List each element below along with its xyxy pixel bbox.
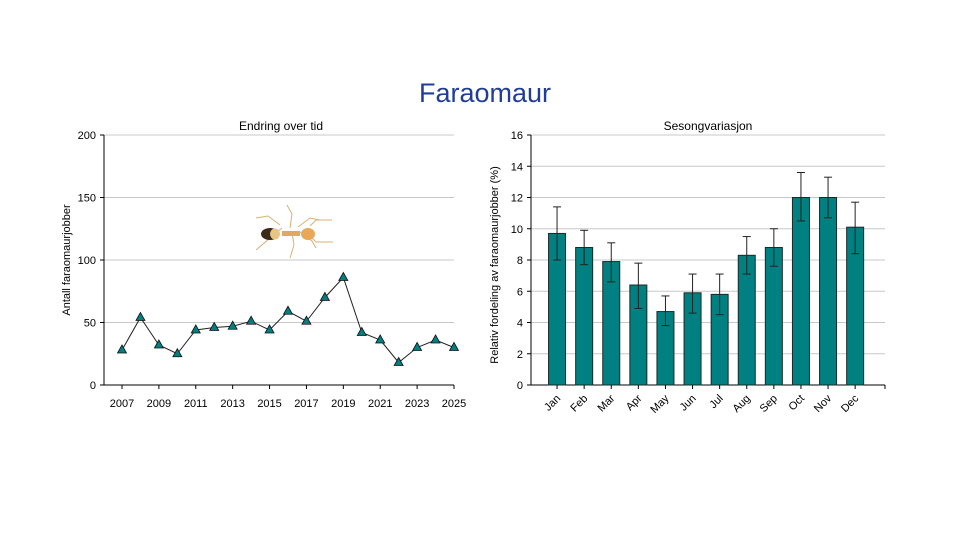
data-point [264, 324, 275, 334]
y-tick-label: 0 [517, 380, 523, 392]
bar [819, 197, 838, 386]
x-tick-label: Nov [812, 392, 835, 415]
data-point [448, 341, 460, 351]
y-tick-label: 8 [517, 255, 523, 267]
y-tick-label: 100 [78, 255, 96, 267]
chart-title: Endring over tid [239, 119, 323, 133]
y-axis-label: Antall faraomaurjobber [61, 204, 73, 316]
x-tick-label: 2025 [442, 398, 466, 410]
y-tick-label: 14 [511, 161, 523, 173]
x-tick-label: 2017 [294, 398, 318, 410]
x-tick-label: Jan [542, 393, 563, 414]
chart-title: Sesongvariasjon [664, 119, 753, 133]
data-point [411, 341, 423, 351]
x-tick-label: 2011 [184, 398, 208, 410]
data-point [116, 344, 128, 354]
x-tick-label: 2013 [220, 398, 244, 410]
x-tick-label: Aug [731, 393, 753, 415]
y-tick-label: 200 [78, 130, 96, 142]
y-tick-label: 50 [84, 318, 96, 330]
x-tick-label: Apr [624, 392, 645, 413]
data-point [282, 305, 294, 315]
y-axis-label: Relativ fordeling av faraomaurjobber (%) [489, 166, 501, 363]
pharaoh-ant-image [255, 204, 333, 259]
y-tick-label: 6 [517, 286, 523, 298]
x-tick-label: 2021 [368, 398, 392, 410]
data-point [319, 291, 331, 301]
data-point [153, 339, 165, 349]
bar [737, 254, 756, 386]
x-tick-label: Jul [707, 393, 725, 411]
bar [791, 197, 810, 386]
data-point [301, 315, 312, 325]
data-point [430, 334, 441, 344]
x-tick-label: 2009 [147, 398, 171, 410]
data-point [338, 271, 349, 281]
x-tick-label: Oct [786, 393, 807, 414]
x-tick-label: Jun [678, 393, 699, 414]
data-point [209, 321, 220, 331]
data-point [356, 326, 367, 336]
data-point [375, 334, 386, 344]
y-tick-label: 4 [517, 318, 523, 330]
x-tick-label: Sep [758, 393, 780, 415]
bar [575, 247, 594, 386]
x-tick-label: 2015 [257, 398, 281, 410]
data-point [227, 320, 238, 330]
data-point [135, 311, 146, 321]
series-line [121, 276, 455, 364]
x-tick-label: 2023 [405, 398, 429, 410]
data-point [393, 356, 404, 366]
data-point [245, 315, 257, 325]
x-tick-label: 2019 [331, 398, 355, 410]
x-tick-label: Dec [839, 392, 862, 415]
y-tick-label: 12 [511, 193, 523, 205]
x-tick-label: Mar [595, 392, 617, 414]
y-tick-label: 150 [78, 193, 96, 205]
y-tick-label: 16 [511, 130, 523, 142]
data-point [190, 324, 201, 334]
y-tick-label: 2 [517, 349, 523, 361]
y-tick-label: 10 [511, 224, 523, 236]
data-point [172, 347, 183, 358]
y-tick-label: 0 [90, 380, 96, 392]
x-tick-label: 2007 [110, 398, 134, 410]
bar [764, 247, 783, 386]
x-tick-label: Feb [568, 393, 590, 415]
page-title: Faraomaur [418, 78, 552, 108]
x-tick-label: May [648, 392, 672, 416]
